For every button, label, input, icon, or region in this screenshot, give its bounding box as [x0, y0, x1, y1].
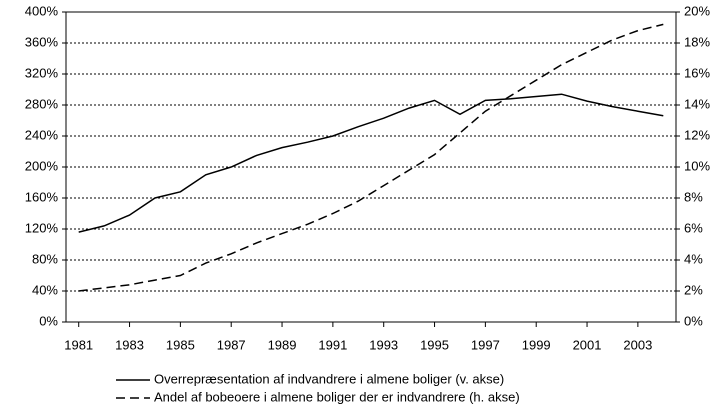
- y2-tick-label: 6%: [684, 220, 703, 235]
- y-tick-label: 160%: [25, 189, 59, 204]
- x-tick-label: 1993: [369, 337, 398, 352]
- x-tick-label: 1997: [471, 337, 500, 352]
- y-tick-label: 120%: [25, 220, 59, 235]
- y-tick-label: 40%: [32, 282, 58, 297]
- x-tick-label: 1987: [217, 337, 246, 352]
- legend-label: Overrepræsentation af indvandrere i alme…: [154, 371, 504, 386]
- legend-label: Andel af bobeoere i almene boliger der e…: [154, 389, 520, 404]
- y2-tick-label: 18%: [684, 34, 710, 49]
- x-tick-label: 1983: [115, 337, 144, 352]
- x-tick-label: 1989: [268, 337, 297, 352]
- x-tick-label: 2003: [623, 337, 652, 352]
- y2-tick-label: 20%: [684, 3, 710, 18]
- y-tick-label: 400%: [25, 3, 59, 18]
- x-tick-label: 1985: [166, 337, 195, 352]
- y2-tick-label: 8%: [684, 189, 703, 204]
- y2-tick-label: 2%: [684, 282, 703, 297]
- x-tick-label: 1999: [522, 337, 551, 352]
- y2-tick-label: 0%: [684, 313, 703, 328]
- y2-tick-label: 10%: [684, 158, 710, 173]
- series-line: [78, 23, 664, 292]
- y-tick-label: 360%: [25, 34, 59, 49]
- y2-tick-label: 12%: [684, 127, 710, 142]
- y-tick-label: 0%: [39, 313, 58, 328]
- series-line: [78, 93, 664, 233]
- y-tick-label: 80%: [32, 251, 58, 266]
- x-tick-label: 1995: [420, 337, 449, 352]
- y-tick-label: 320%: [25, 65, 59, 80]
- y2-tick-label: 16%: [684, 65, 710, 80]
- y2-tick-label: 14%: [684, 96, 710, 111]
- x-tick-label: 2001: [573, 337, 602, 352]
- y-tick-label: 240%: [25, 127, 59, 142]
- x-tick-label: 1991: [318, 337, 347, 352]
- x-tick-label: 1981: [64, 337, 93, 352]
- y-tick-label: 280%: [25, 96, 59, 111]
- y-tick-label: 200%: [25, 158, 59, 173]
- y2-tick-label: 4%: [684, 251, 703, 266]
